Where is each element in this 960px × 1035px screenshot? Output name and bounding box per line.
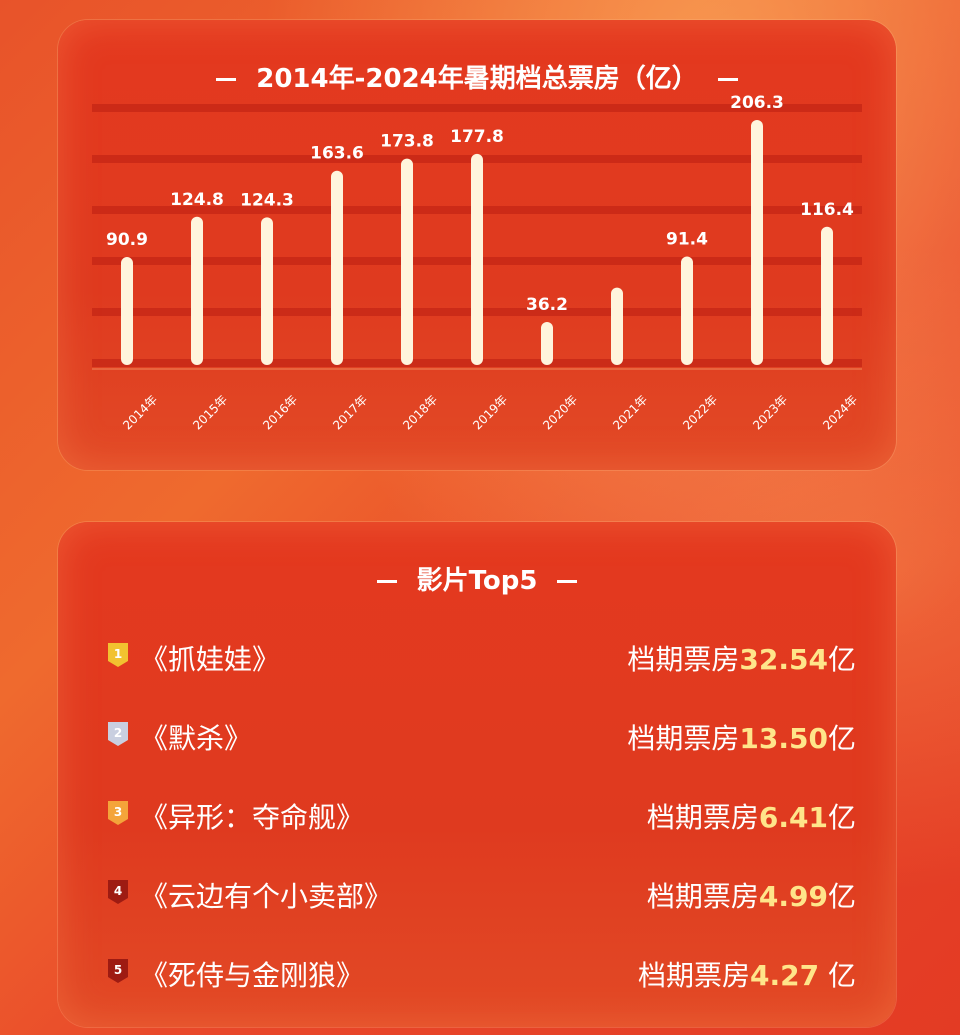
top5-panel: 影片Top5 1 《抓娃娃》 档期票房32.54亿 2 《默杀》 档期票房13.… (58, 522, 896, 1027)
box-office-value: 4.99 (758, 880, 828, 913)
top5-row: 3 《异形：夺命舰》 档期票房6.41亿 (98, 794, 856, 834)
rank-badge-icon: 2 (108, 722, 128, 746)
box-office-unit: 亿 (827, 722, 856, 755)
bar (681, 256, 693, 365)
data-label: 116.4 (800, 200, 854, 220)
bar (261, 217, 273, 365)
film-title: 《云边有个小卖部》 (140, 880, 393, 913)
box-office-unit: 亿 (827, 643, 856, 676)
rank-badge-shape (108, 643, 128, 667)
data-label: 177.8 (450, 127, 504, 147)
rank-badge-icon: 4 (108, 880, 128, 904)
box-office-value: 4.27 (750, 959, 820, 992)
bar (541, 322, 553, 365)
rank-number: 2 (114, 726, 122, 740)
data-label: 206.3 (730, 93, 784, 113)
x-tick-label: 2014年 (120, 393, 160, 433)
box-office: 档期票房13.50亿 (627, 717, 856, 757)
bar-chart: 90.9 2014年 124.8 2015年 124.3 2016年 163.6 2017年 1… (92, 93, 862, 433)
x-tick-label: 2024年 (820, 393, 860, 433)
bar (751, 120, 763, 365)
rank-number: 1 (114, 647, 122, 661)
data-label: 124.3 (240, 190, 294, 210)
box-office: 档期票房32.54亿 (627, 638, 856, 678)
film-title: 《抓娃娃》 (140, 643, 281, 676)
bar (611, 287, 623, 365)
rank-badge-shape (108, 722, 128, 746)
x-tick-label: 2022年 (680, 393, 720, 433)
rank-badge-icon: 3 (108, 801, 128, 825)
top5-row: 4 《云边有个小卖部》 档期票房4.99亿 (98, 873, 856, 913)
bar (821, 226, 833, 365)
title-dash-right (557, 580, 578, 583)
x-tick-label: 2016年 (260, 393, 300, 433)
x-tick-label: 2021年 (610, 393, 650, 433)
film-title: 《默杀》 (140, 722, 253, 755)
film-title: 《死侍与金刚狼》 (140, 959, 365, 992)
data-label: 90.9 (106, 230, 148, 250)
bar (191, 216, 203, 365)
rank-badge-icon: 5 (108, 959, 128, 983)
top5-row: 1 《抓娃娃》 档期票房32.54亿 (98, 636, 856, 676)
data-label: 91.4 (666, 229, 708, 249)
box-office-value: 13.50 (739, 722, 828, 755)
top5-row: 5 《死侍与金刚狼》 档期票房4.27 亿 (98, 952, 856, 992)
rank-number: 5 (114, 963, 122, 977)
data-label: 163.6 (310, 144, 364, 164)
rank-number: 3 (114, 805, 122, 819)
rank-badge-shape (108, 801, 128, 825)
box-office-unit: 亿 (819, 959, 856, 992)
title-dash-right (717, 78, 738, 81)
chart-title-row: 2014年-2024年暑期档总票房（亿） (58, 58, 896, 95)
data-label: 124.8 (170, 190, 224, 210)
bar (471, 153, 483, 365)
top5-title: 影片Top5 (416, 566, 538, 596)
bar (331, 170, 343, 365)
rank-badge-icon: 1 (108, 643, 128, 667)
bar (121, 257, 133, 365)
box-office: 档期票房4.99亿 (647, 875, 856, 915)
data-label: 173.8 (380, 132, 434, 152)
rank-number: 4 (114, 884, 122, 898)
rank-badge-shape (108, 880, 128, 904)
box-office-prefix: 档期票房 (627, 722, 740, 755)
box-office-value: 6.41 (758, 801, 828, 834)
title-dash-left (376, 580, 397, 583)
x-tick-label: 2020年 (540, 393, 580, 433)
rank-badge-shape (108, 959, 128, 983)
bar (401, 158, 413, 365)
chart-title: 2014年-2024年暑期档总票房（亿） (256, 64, 698, 94)
box-office-prefix: 档期票房 (646, 801, 759, 834)
box-office: 档期票房6.41亿 (647, 796, 856, 836)
x-tick-label: 2017年 (330, 393, 370, 433)
box-office-unit: 亿 (827, 880, 856, 913)
x-tick-label: 2019年 (470, 393, 510, 433)
film-title: 《异形：夺命舰》 (140, 801, 365, 834)
x-tick-label: 2023年 (750, 393, 790, 433)
data-label: 36.2 (526, 295, 568, 315)
box-office: 档期票房4.27 亿 (638, 954, 856, 994)
box-office-prefix: 档期票房 (637, 959, 750, 992)
top5-title-row: 影片Top5 (58, 560, 896, 597)
x-tick-label: 2018年 (400, 393, 440, 433)
x-tick-label: 2015年 (190, 393, 230, 433)
box-office-unit: 亿 (827, 801, 856, 834)
box-office-prefix: 档期票房 (646, 880, 759, 913)
title-dash-left (216, 78, 237, 81)
box-office-value: 32.54 (739, 643, 828, 676)
box-office-prefix: 档期票房 (627, 643, 740, 676)
chart-panel: 2014年-2024年暑期档总票房（亿） 90.9 2014年 124.8 2015年… (58, 20, 896, 470)
grid-line (92, 104, 862, 112)
top5-row: 2 《默杀》 档期票房13.50亿 (98, 715, 856, 755)
